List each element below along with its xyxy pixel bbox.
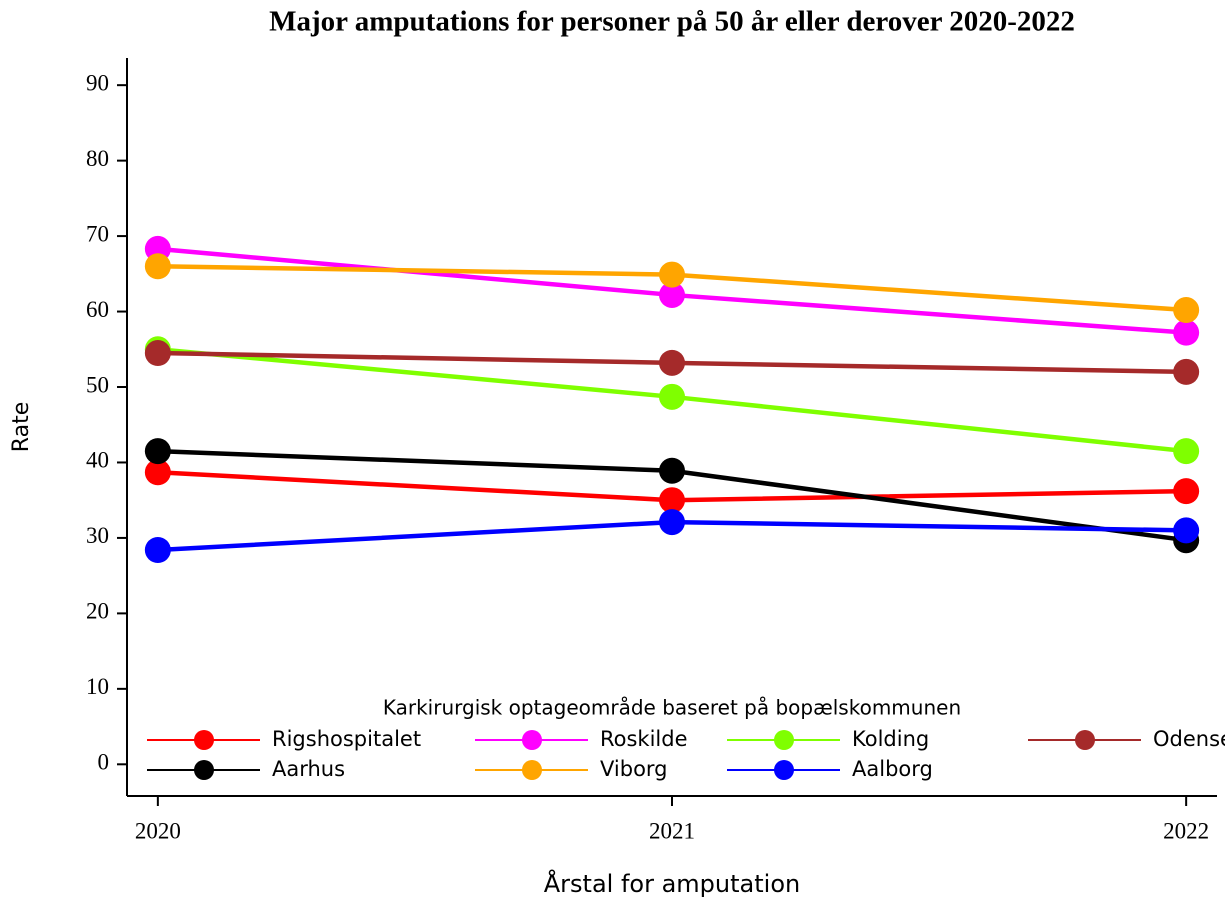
legend-marker xyxy=(522,730,542,750)
y-tick-label: 0 xyxy=(98,750,110,775)
legend-label: Viborg xyxy=(600,757,668,781)
data-point xyxy=(659,457,685,484)
x-tick-label: 2021 xyxy=(649,818,695,843)
y-tick-label: 40 xyxy=(86,448,109,473)
y-tick-label: 20 xyxy=(86,599,109,624)
legend-label: Aarhus xyxy=(272,757,345,781)
legend-marker xyxy=(774,760,794,780)
legend-label: Roskilde xyxy=(600,727,688,751)
data-point xyxy=(659,383,685,410)
data-point xyxy=(659,281,685,308)
x-tick-label: 2022 xyxy=(1163,818,1209,843)
data-point xyxy=(144,340,171,367)
legend-marker xyxy=(522,760,542,780)
legend-marker xyxy=(194,730,214,750)
y-tick-label: 90 xyxy=(86,70,109,95)
data-point xyxy=(144,438,171,465)
y-tick-label: 80 xyxy=(86,146,109,171)
legend-marker xyxy=(194,760,214,780)
legend-label: Aalborg xyxy=(852,757,933,781)
y-tick-label: 30 xyxy=(86,523,109,548)
data-point xyxy=(659,261,685,288)
y-tick-label: 10 xyxy=(86,674,109,699)
legend-marker xyxy=(1075,730,1095,750)
chart-title: Major amputations for personer på 50 år … xyxy=(269,6,1075,38)
y-tick-label: 50 xyxy=(86,372,109,397)
legend-label: Kolding xyxy=(852,727,929,751)
data-point xyxy=(1173,358,1200,385)
legend-marker xyxy=(774,730,794,750)
data-point xyxy=(659,509,685,536)
y-axis-label: Rate xyxy=(9,402,34,452)
data-point xyxy=(144,253,171,280)
data-point xyxy=(1173,517,1200,544)
legend-label: Rigshospitalet xyxy=(272,727,421,751)
data-point xyxy=(1173,297,1200,324)
x-tick-label: 2020 xyxy=(135,818,181,843)
x-axis-label: Årstal for amputation xyxy=(544,869,800,898)
data-point xyxy=(1173,478,1200,505)
data-point xyxy=(144,537,171,563)
data-point xyxy=(144,459,171,486)
data-point xyxy=(1173,319,1200,346)
legend-title: Karkirurgisk optageområde baseret på bop… xyxy=(383,696,961,720)
y-tick-label: 70 xyxy=(86,221,109,246)
data-point xyxy=(1173,438,1200,465)
data-point xyxy=(659,487,685,514)
legend-label: Odense xyxy=(1153,727,1225,751)
data-point xyxy=(659,349,685,376)
y-tick-label: 60 xyxy=(86,297,109,322)
